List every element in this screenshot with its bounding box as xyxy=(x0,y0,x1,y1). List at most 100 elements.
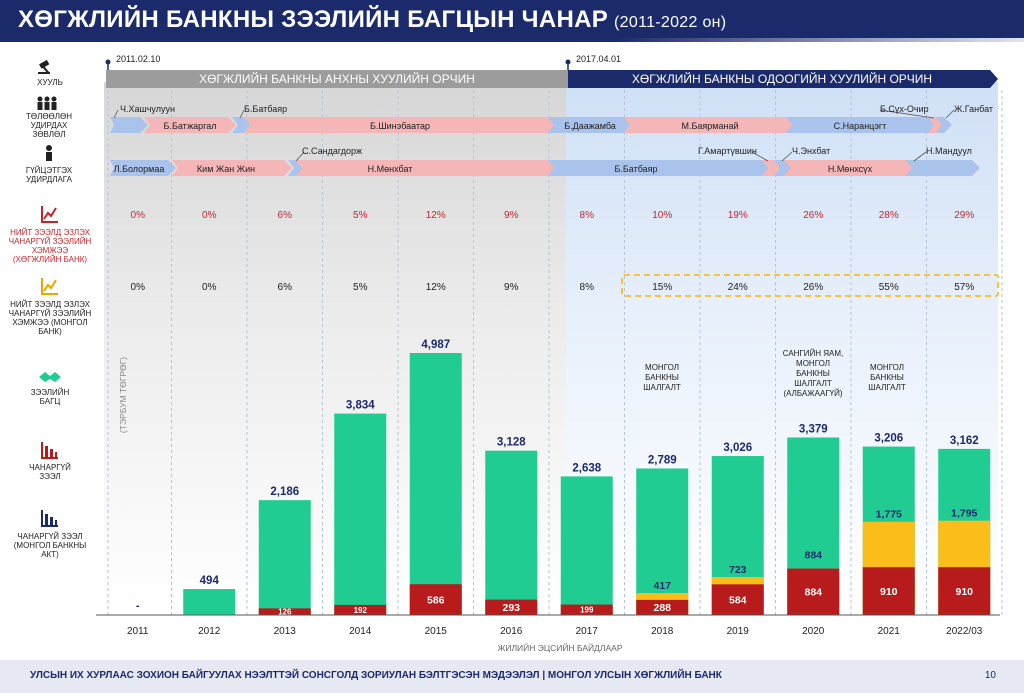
exec-callout-2 xyxy=(751,151,769,162)
people-icon xyxy=(36,96,58,115)
person-icon xyxy=(44,145,54,166)
bar-total xyxy=(560,476,613,615)
law-old-label: ХӨГЖЛИЙН БАНКНЫ АНХНЫ ХУУЛИЙН ОРЧИН xyxy=(199,71,475,86)
npl-pct-bom: 0% xyxy=(202,282,217,293)
label-npl-bom: НИЙТ ЗЭЭЛД ЭЗЛЭХ ЧАНАРГҮЙ ЗЭЭЛИЙН ХЭМЖЭЭ… xyxy=(8,300,92,336)
board-top-name: Ч.Хашчулуун xyxy=(120,104,175,114)
bar-chart-navy-icon xyxy=(40,508,60,533)
bar-total xyxy=(409,353,462,615)
npl-act-value-label: 1,775 xyxy=(876,509,902,521)
total-value-label: 3,128 xyxy=(497,437,526,449)
npl-pct-bom: 6% xyxy=(278,282,293,293)
npl-pct-bom: 24% xyxy=(728,282,748,293)
page-title: ХӨГЖЛИЙН БАНКНЫ ЗЭЭЛИЙН БАГЦЫН ЧАНАР (201… xyxy=(18,6,726,34)
board-arrow-label: Б.Шинэбаатар xyxy=(370,121,430,131)
total-value-label: 4,987 xyxy=(421,339,450,351)
bar-npl xyxy=(334,604,387,615)
date2-marker-dot xyxy=(565,59,571,65)
note-2021: МОНГОЛ БАНКНЫ ШАЛГАЛТ xyxy=(868,363,906,392)
total-value-label: 2,638 xyxy=(572,462,601,474)
bar-npl xyxy=(485,599,538,615)
npl-pct-bom: 57% xyxy=(954,282,974,293)
board-arrow-label: Б.Даажамба xyxy=(564,121,616,131)
date1-marker-dot xyxy=(105,59,111,65)
bar-npl xyxy=(258,608,311,615)
board-arrow-label: М.Баярманай xyxy=(682,121,739,131)
exec-top-name: Г.Амартүвшин xyxy=(698,146,757,156)
npl-pct-bom: 26% xyxy=(803,282,823,293)
bar-npl xyxy=(711,584,764,615)
label-exec: ГҮЙЦЭТГЭХ УДИРДЛАГА xyxy=(25,166,73,184)
bar-npl xyxy=(862,567,915,615)
label-portfolio: ЗЭЭЛИЙН БАГЦ xyxy=(30,388,70,406)
npl-value-label: 192 xyxy=(354,606,368,615)
npl-act-value-label: 884 xyxy=(804,550,822,562)
board-arrow-khashchuluun xyxy=(110,117,148,133)
board-callout-3 xyxy=(879,109,935,119)
chart-area: 2011.02.10 2017.04.01 ХӨГЖЛИЙН БАНКНЫ АН… xyxy=(96,54,1003,653)
title-text: ХӨГЖЛИЙН БАНКНЫ ЗЭЭЛИЙН БАГЦЫН ЧАНАР xyxy=(18,6,609,33)
exec-arrow-monkhbat xyxy=(296,160,560,176)
header-stripe xyxy=(0,38,1024,42)
exec-top-name: Ч.Энхбат xyxy=(792,146,830,156)
bar-total xyxy=(334,413,387,615)
label-npl-dbm: НИЙТ ЗЭЭЛД ЭЗЛЭХ ЧАНАРГҮЙ ЗЭЭЛИЙН ХЭМЖЭЭ… xyxy=(8,228,92,264)
npl-pct-dbm: 0% xyxy=(202,210,217,221)
exec-callout-4 xyxy=(913,151,927,162)
npl-pct-dbm: 8% xyxy=(580,210,595,221)
x-tick-label: 2015 xyxy=(425,626,448,637)
npl-pct-bom: 9% xyxy=(504,282,519,293)
npl-value-label: 584 xyxy=(729,594,747,606)
label-npl-act: ЧАНАРГҮЙ ЗЭЭЛ (МОНГОЛ БАНКНЫ АКТ) xyxy=(13,532,87,559)
board-arrow-shinebaatar xyxy=(244,117,560,133)
footer-bar: УЛСЫН ИХ ХУРЛААС ЗОХИОН БАЙГУУЛАХ НЭЭЛТТ… xyxy=(0,660,1024,693)
board-arrow-label: Б.Батжаргал xyxy=(164,121,217,131)
npl-value-label: 293 xyxy=(502,602,520,614)
date1-label: 2011.02.10 xyxy=(116,54,160,64)
x-tick-label: 2019 xyxy=(727,626,750,637)
exec-arrow-kimjanjin xyxy=(172,160,292,176)
bar-npl xyxy=(938,567,991,615)
board-callout-1 xyxy=(113,109,119,119)
npl-pct-dbm: 19% xyxy=(728,210,748,221)
total-value-label: 3,026 xyxy=(723,442,752,454)
npl-pct-dbm: 9% xyxy=(504,210,519,221)
handshake-icon xyxy=(38,370,62,389)
title-years: (2011-2022 он) xyxy=(614,14,727,31)
exec-arrow-label: Н.Мөнхбат xyxy=(368,164,413,174)
exec-arrow-label: Л.Болормаа xyxy=(114,164,165,174)
exec-top-name: С.Сандагдорж xyxy=(302,146,362,156)
label-npl: ЧАНАРГҮЙ ЗЭЭЛ xyxy=(29,463,71,481)
npl-value-label: 910 xyxy=(955,586,973,598)
total-value-label: - xyxy=(136,600,140,612)
npl-act-value-label: 417 xyxy=(653,580,671,592)
x-tick-label: 2021 xyxy=(878,626,901,637)
bar-total xyxy=(258,500,311,615)
bar-total xyxy=(485,450,538,615)
law-new-label: ХӨГЖЛИЙН БАНКНЫ ОДООГИЙН ХУУЛИЙН ОРЧИН xyxy=(632,71,932,86)
npl-pct-dbm: 0% xyxy=(131,210,146,221)
board-arrow-batjargal xyxy=(144,117,236,133)
board-top-name: Б.Батбаяр xyxy=(244,104,287,114)
bar-npl xyxy=(560,604,613,615)
total-value-label: 3,379 xyxy=(799,423,828,435)
label-board: ТӨЛӨӨЛӨН УДИРДАХ ЗӨВЛӨЛ xyxy=(25,112,73,139)
exec-arrow-monkhsukh xyxy=(784,160,918,176)
total-value-label: 3,162 xyxy=(950,435,979,447)
label-law: ХУУЛЬ xyxy=(37,78,63,87)
bar-npl xyxy=(409,584,462,615)
board-arrow-daajamba xyxy=(548,117,636,133)
exec-arrow-bolormaa xyxy=(110,160,176,176)
x-axis-title: ЖИЛИЙН ЭЦСИЙН БАЙДЛААР xyxy=(497,642,622,653)
npl-pct-bom: 5% xyxy=(353,282,368,293)
total-value-label: 3,834 xyxy=(346,400,375,412)
total-value-label: 494 xyxy=(200,575,220,587)
npl-act-value-label: 1,795 xyxy=(951,508,977,520)
header-bar: ХӨГЖЛИЙН БАНКНЫ ЗЭЭЛИЙН БАГЦЫН ЧАНАР (201… xyxy=(0,0,1024,42)
npl-value-label: 910 xyxy=(880,586,898,598)
gavel-icon xyxy=(38,59,56,79)
footer-text: УЛСЫН ИХ ХУРЛААС ЗОХИОН БАЙГУУЛАХ НЭЭЛТТ… xyxy=(30,670,722,681)
x-tick-label: 2017 xyxy=(576,626,599,637)
bar-total xyxy=(183,589,236,615)
npl-pct-dbm: 5% xyxy=(353,210,368,221)
